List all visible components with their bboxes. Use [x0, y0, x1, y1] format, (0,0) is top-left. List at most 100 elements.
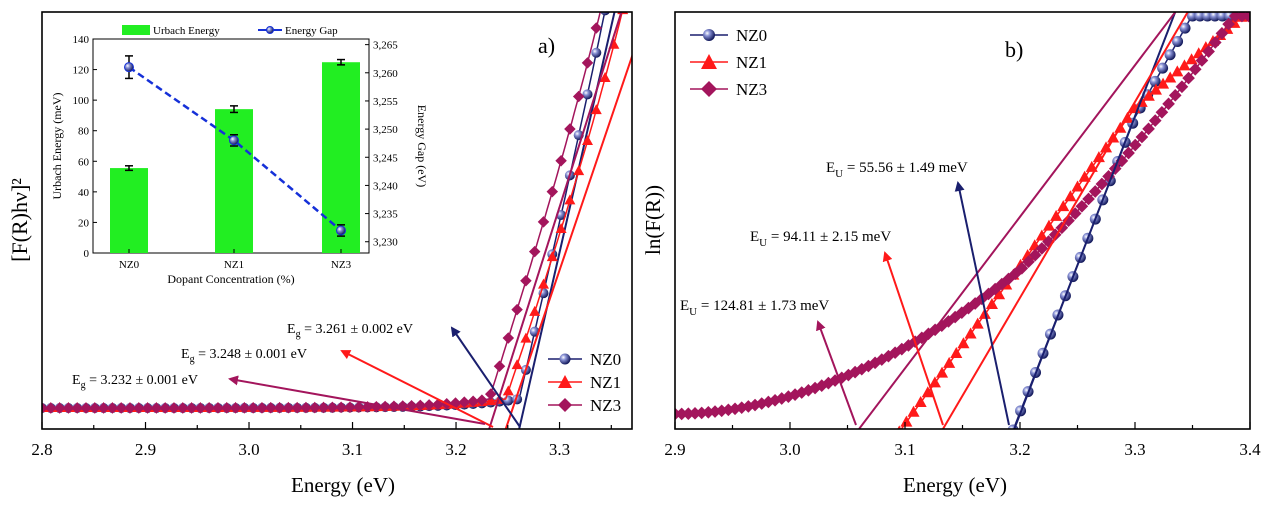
- arrow-eu-nz1: [882, 251, 944, 426]
- point-a-nz3: [203, 402, 215, 414]
- inset-y-tick-label: 40: [78, 187, 90, 199]
- point-a-nz3: [256, 402, 268, 414]
- point-b-nz3: [1222, 17, 1235, 31]
- point-a-nz3: [141, 402, 154, 414]
- point-a-nz3: [194, 402, 207, 414]
- point-b-nz3: [1062, 214, 1075, 228]
- point-b-nz3: [808, 381, 822, 395]
- annotation-eu-nz1: EU = 94.11 ± 2.15 meV: [750, 229, 891, 249]
- annotation-eg-nz0: Eg = 3.261 ± 0.002 eV: [287, 322, 413, 340]
- inset-y2-tick-label: 3,255: [373, 96, 398, 108]
- point-b-nz1: [1171, 65, 1184, 77]
- point-a-nz3: [572, 90, 585, 103]
- annotation-eg-nz1: Eg = 3.248 ± 0.001 eV: [181, 347, 307, 365]
- point-a-nz3: [564, 123, 576, 135]
- point-b-nz1: [1078, 170, 1091, 182]
- panel-a: 2.8 2.9 3.0 3.1 3.2 3.3 Energy (eV) [F(R)hν]²…: [7, 11, 633, 497]
- point-b-nz3: [942, 315, 955, 328]
- point-a-nz3: [177, 402, 189, 414]
- inset-x-tick-label: NZ0: [119, 259, 140, 271]
- point-b-nz3: [1088, 185, 1102, 198]
- point-b-nz0: [1254, 11, 1265, 22]
- point-b-nz3: [1035, 242, 1049, 255]
- point-a-nz3: [71, 402, 83, 414]
- point-a-nz3: [150, 402, 163, 414]
- x-tick-label-a: 2.9: [135, 440, 156, 459]
- point-a-nz3: [344, 401, 356, 413]
- point-b-nz3: [1048, 228, 1062, 242]
- inset-energy-gap-point-nz0: [124, 62, 134, 73]
- point-b-nz3: [1188, 62, 1202, 76]
- inset-y2-tick-label: 3,235: [373, 209, 398, 221]
- tangent-a-nz1: [504, 53, 632, 429]
- inset-legend-bar-swatch: [122, 25, 150, 35]
- point-b-nz1: [985, 298, 998, 310]
- point-b-nz0: [1007, 424, 1019, 429]
- point-a-nz1: [546, 251, 558, 262]
- point-b-nz1: [914, 396, 927, 408]
- arrow-eg-nz0: [450, 326, 521, 428]
- inset-y-tick-label: 100: [73, 95, 90, 107]
- point-a-nz3: [45, 402, 57, 414]
- point-a-nz1: [529, 305, 541, 316]
- point-b-nz3: [882, 349, 895, 363]
- point-b-nz3: [1075, 199, 1089, 213]
- inset-y-tick-label: 140: [73, 34, 90, 46]
- legend-b-nz0-marker: [703, 29, 715, 41]
- point-b-nz1: [1071, 180, 1084, 192]
- point-a-nz3: [590, 22, 603, 34]
- point-a-nz3: [555, 154, 567, 167]
- point-a-nz3: [106, 402, 119, 414]
- point-a-nz3: [317, 401, 330, 414]
- point-b-nz3: [1142, 122, 1155, 136]
- point-b-nz1: [1149, 83, 1162, 95]
- inset-legend-energy-gap: Energy Gap: [285, 25, 338, 37]
- x-tick-label-b: 3.3: [1124, 440, 1145, 459]
- panel-b: 2.9 3.0 3.1 3.2 3.3 3.4 Energy (eV) ln(F(R)) …: [641, 11, 1265, 497]
- inset-y2-tick-label: 3,260: [373, 68, 398, 80]
- point-b-nz3: [1028, 248, 1042, 262]
- point-a-nz1: [520, 332, 532, 343]
- panel-b-label: b): [1005, 37, 1023, 62]
- point-b-nz3: [1215, 27, 1229, 40]
- x-tick-label-a: 3.1: [342, 440, 363, 459]
- point-b-nz1: [943, 356, 956, 368]
- point-b-nz1: [897, 425, 902, 429]
- svg-text:Eg = 3.248 ± 0.001 eV: Eg = 3.248 ± 0.001 eV: [181, 347, 307, 365]
- point-a-nz3: [229, 402, 242, 414]
- point-b-nz3: [1135, 130, 1149, 144]
- point-b-nz1: [928, 376, 941, 388]
- point-b-nz3: [735, 401, 749, 414]
- inset-y2-tick-label: 3,245: [373, 152, 398, 164]
- point-b-nz1: [1164, 71, 1177, 83]
- x-tick-label-b: 3.0: [779, 440, 800, 459]
- x-tick-label-a: 3.2: [445, 440, 466, 459]
- panel-a-label: a): [538, 33, 555, 58]
- point-b-nz3: [955, 306, 969, 319]
- point-b-nz1: [964, 327, 977, 339]
- point-b-nz3: [1095, 177, 1109, 191]
- point-a-nz3: [405, 399, 418, 412]
- inset-bar-nz1: [215, 109, 253, 253]
- point-b-nz3: [1162, 97, 1175, 111]
- point-b-nz3: [1082, 192, 1095, 206]
- annotation-eu-nz0: EU = 55.56 ± 1.49 meV: [826, 160, 968, 180]
- point-b-nz3: [828, 374, 842, 387]
- point-a-nz3: [423, 399, 435, 411]
- inset-energy-gap-point-nz3: [336, 225, 346, 236]
- legend-b-nz3: NZ3: [736, 80, 767, 99]
- point-b-nz3: [1175, 80, 1189, 94]
- point-b-nz0: [1172, 35, 1184, 47]
- series-b-nz1-line: [900, 13, 1250, 429]
- point-b-nz0: [1179, 22, 1191, 34]
- panel-a-x-axis: 2.8 2.9 3.0 3.1 3.2 3.3: [31, 422, 612, 459]
- point-a-nz3: [476, 394, 488, 406]
- point-b-nz3: [862, 359, 875, 373]
- legend-b-nz1-marker: [701, 54, 717, 69]
- point-a-nz3: [537, 216, 550, 228]
- inset-y2-tick-label: 3,240: [373, 180, 398, 192]
- panel-a-ylabel: [F(R)hν]²: [7, 178, 32, 262]
- point-a-nz3: [42, 402, 48, 414]
- point-b-nz1: [1157, 77, 1170, 89]
